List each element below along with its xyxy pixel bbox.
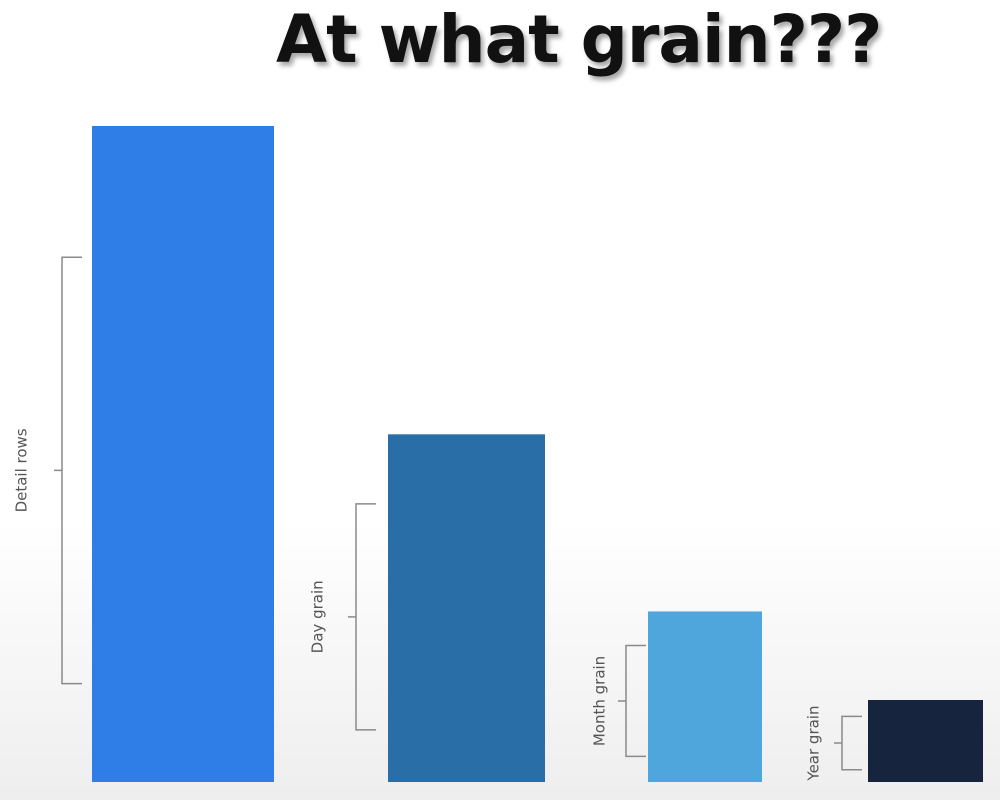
bars-layer	[92, 126, 983, 782]
bar-day-grain	[388, 434, 545, 782]
category-label-year-grain: Year grain	[805, 706, 823, 782]
brace-detail-rows	[54, 256, 82, 685]
slide-title: At what grain???	[276, 1, 882, 78]
bar-detail-rows	[92, 126, 274, 782]
braces-layer	[54, 256, 862, 771]
labels-layer: Detail rows Day grain Month grain Year grai…	[13, 428, 823, 781]
category-label-month-grain: Month grain	[591, 656, 609, 746]
bar-month-grain	[648, 611, 762, 782]
bar-year-grain	[868, 700, 983, 782]
brace-month-grain	[618, 644, 646, 758]
category-label-day-grain: Day grain	[309, 580, 327, 653]
brace-year-grain	[834, 715, 862, 771]
brace-day-grain	[348, 503, 376, 731]
category-label-detail-rows: Detail rows	[13, 428, 31, 512]
